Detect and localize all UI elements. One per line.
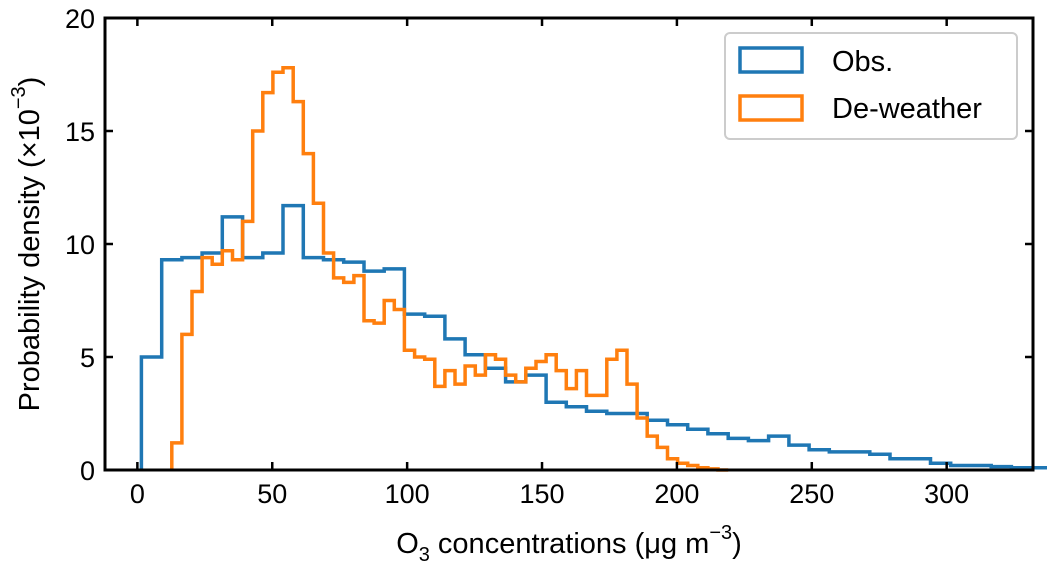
y-tick-label: 20 — [65, 4, 95, 34]
series-de-weather — [170, 65, 729, 472]
x-axis-label-prefix: O — [396, 528, 419, 560]
y-axis-label-suffix: ) — [14, 77, 46, 87]
legend-swatch-obs — [738, 46, 804, 74]
x-tick-label: 0 — [130, 479, 145, 509]
legend: Obs. De-weather — [724, 32, 1018, 140]
x-tick-label: 150 — [519, 479, 564, 509]
x-tick-label: 50 — [257, 479, 287, 509]
y-tick-label: 0 — [80, 456, 95, 486]
x-axis-label-subscript: 3 — [419, 544, 430, 566]
y-tick-label: 15 — [65, 117, 95, 147]
y-axis-label-superscript: −3 — [8, 86, 30, 109]
series-obs — [139, 203, 1047, 470]
legend-label-de-weather: De-weather — [832, 93, 982, 125]
y-axis-label: Probability density (×10−3) — [8, 77, 46, 412]
axis-ticks: 0 50 100 150 200 250 300 0 5 10 15 20 — [65, 4, 1033, 509]
legend-label-obs: Obs. — [832, 46, 893, 78]
x-axis-label-suffix: ) — [732, 528, 742, 560]
x-tick-label: 200 — [654, 479, 699, 509]
x-axis-label-middle: concentrations (μg m — [430, 528, 709, 560]
legend-swatch-de-weather — [738, 94, 804, 122]
legend-frame — [724, 32, 1018, 140]
x-axis-label-superscript: −3 — [709, 522, 732, 544]
series-layer — [139, 65, 1047, 472]
x-tick-label: 250 — [789, 479, 834, 509]
y-axis-label-prefix: Probability density (×10 — [14, 109, 46, 411]
y-tick-label: 10 — [65, 230, 95, 260]
x-tick-label: 300 — [924, 479, 969, 509]
x-tick-label: 100 — [385, 479, 430, 509]
x-axis-label: O3 concentrations (μg m−3) — [396, 522, 742, 566]
y-tick-label: 5 — [80, 343, 95, 373]
